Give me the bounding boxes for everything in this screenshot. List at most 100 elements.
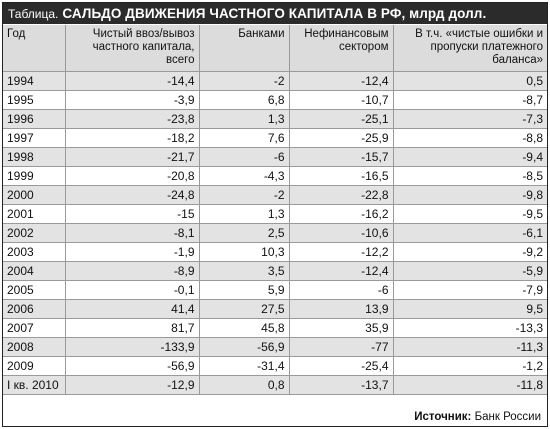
cell-banks: 5,9: [199, 280, 290, 300]
cell-errors: -9,2: [393, 242, 547, 262]
cell-nonfinancial: -25,4: [289, 356, 394, 376]
cell-banks: -4,3: [199, 166, 290, 186]
cell-nonfinancial: -16,2: [289, 204, 394, 224]
cell-banks: 2,5: [199, 223, 290, 243]
cell-nonfinancial: -22,8: [289, 185, 394, 205]
cell-total: -12,9: [65, 375, 200, 395]
cell-banks: 0,8: [199, 375, 290, 395]
table-row: 1998 -21,7 -6 -15,7 -9,4: [3, 147, 547, 167]
cell-total: -0,1: [65, 280, 200, 300]
table-header-row: Год Чистый ввоз/вывоз частного капитала,…: [3, 25, 547, 72]
cell-year: 1994: [3, 71, 66, 91]
cell-errors: -9,5: [393, 204, 547, 224]
cell-year: 2000: [3, 185, 66, 205]
cell-year: 2003: [3, 242, 66, 262]
cell-year: 2008: [3, 337, 66, 357]
cell-nonfinancial: -13,7: [289, 375, 394, 395]
title-prefix: Таблица.: [8, 6, 59, 21]
cell-errors: -1,2: [393, 356, 547, 376]
table-row: 1996 -23,8 1,3 -25,1 -7,3: [3, 109, 547, 129]
cell-errors: -8,5: [393, 166, 547, 186]
table-row: 2006 41,4 27,5 13,9 9,5: [3, 299, 547, 319]
table-row: 2008 -133,9 -56,9 -77 -11,3: [3, 337, 547, 357]
cell-banks: 7,6: [199, 128, 290, 148]
table-body: 1994 -14,4 -2 -12,4 0,5 1995 -3,9 6,8 -10,7 -8,7 1…: [3, 71, 547, 395]
capital-flows-table: Год Чистый ввоз/вывоз частного капитала,…: [3, 25, 547, 395]
cell-total: -133,9: [65, 337, 200, 357]
cell-total: -56,9: [65, 356, 200, 376]
table-row: I кв. 2010 -12,9 0,8 -13,7 -11,8: [3, 375, 547, 395]
table-row: 1999 -20,8 -4,3 -16,5 -8,5: [3, 166, 547, 186]
cell-banks: 1,3: [199, 109, 290, 129]
table-row: 2005 -0,1 5,9 -6 -7,9: [3, 280, 547, 300]
cell-banks: 3,5: [199, 261, 290, 281]
cell-errors: -6,1: [393, 223, 547, 243]
cell-total: -24,8: [65, 185, 200, 205]
table-row: 2004 -8,9 3,5 -12,4 -5,9: [3, 261, 547, 281]
header-errors: В т.ч. «чистые ошибки и пропуски платежн…: [393, 25, 547, 72]
cell-year: 1999: [3, 166, 66, 186]
header-total: Чистый ввоз/вывоз частного капитала, все…: [65, 25, 200, 72]
table-row: 2003 -1,9 10,3 -12,2 -9,2: [3, 242, 547, 262]
cell-year: 1996: [3, 109, 66, 129]
cell-banks: -2: [199, 71, 290, 91]
cell-errors: -9,4: [393, 147, 547, 167]
header-banks: Банками: [199, 25, 290, 72]
cell-errors: -5,9: [393, 261, 547, 281]
cell-errors: -7,3: [393, 109, 547, 129]
cell-total: -18,2: [65, 128, 200, 148]
cell-year: 2007: [3, 318, 66, 338]
cell-nonfinancial: -12,2: [289, 242, 394, 262]
cell-total: -21,7: [65, 147, 200, 167]
cell-errors: -8,7: [393, 90, 547, 110]
source-note: Источник: Банк России: [414, 411, 541, 423]
cell-year: 1998: [3, 147, 66, 167]
table-row: 2007 81,7 45,8 35,9 -13,3: [3, 318, 547, 338]
table-title: САЛЬДО ДВИЖЕНИЯ ЧАСТНОГО КАПИТАЛА В РФ, …: [62, 6, 487, 21]
cell-year: 2009: [3, 356, 66, 376]
cell-total: 41,4: [65, 299, 200, 319]
cell-year: 2005: [3, 280, 66, 300]
cell-total: -8,9: [65, 261, 200, 281]
source-label: Источник:: [414, 411, 472, 423]
cell-total: -23,8: [65, 109, 200, 129]
cell-banks: 45,8: [199, 318, 290, 338]
cell-nonfinancial: 13,9: [289, 299, 394, 319]
cell-year: I кв. 2010: [3, 375, 66, 395]
table-row: 2002 -8,1 2,5 -10,6 -6,1: [3, 223, 547, 243]
table-row: 1995 -3,9 6,8 -10,7 -8,7: [3, 90, 547, 110]
cell-errors: -11,8: [393, 375, 547, 395]
cell-year: 2001: [3, 204, 66, 224]
cell-banks: -2: [199, 185, 290, 205]
cell-total: 81,7: [65, 318, 200, 338]
title-bar: Таблица. САЛЬДО ДВИЖЕНИЯ ЧАСТНОГО КАПИТА…: [3, 3, 547, 24]
cell-total: -8,1: [65, 223, 200, 243]
cell-nonfinancial: -12,4: [289, 261, 394, 281]
header-year: Год: [3, 25, 66, 72]
cell-nonfinancial: -12,4: [289, 71, 394, 91]
cell-nonfinancial: -10,7: [289, 90, 394, 110]
cell-banks: 6,8: [199, 90, 290, 110]
cell-nonfinancial: -77: [289, 337, 394, 357]
cell-total: -1,9: [65, 242, 200, 262]
cell-banks: 1,3: [199, 204, 290, 224]
cell-nonfinancial: -10,6: [289, 223, 394, 243]
table-row: 2009 -56,9 -31,4 -25,4 -1,2: [3, 356, 547, 376]
cell-banks: 10,3: [199, 242, 290, 262]
cell-banks: -56,9: [199, 337, 290, 357]
cell-year: 1995: [3, 90, 66, 110]
cell-errors: 9,5: [393, 299, 547, 319]
cell-banks: -6: [199, 147, 290, 167]
cell-year: 2002: [3, 223, 66, 243]
cell-nonfinancial: -6: [289, 280, 394, 300]
table-row: 2001 -15 1,3 -16,2 -9,5: [3, 204, 547, 224]
cell-errors: -7,9: [393, 280, 547, 300]
cell-total: -3,9: [65, 90, 200, 110]
cell-total: -20,8: [65, 166, 200, 186]
cell-errors: -8,8: [393, 128, 547, 148]
cell-errors: -11,3: [393, 337, 547, 357]
cell-nonfinancial: -25,9: [289, 128, 394, 148]
cell-total: -15: [65, 204, 200, 224]
cell-banks: 27,5: [199, 299, 290, 319]
cell-nonfinancial: -15,7: [289, 147, 394, 167]
